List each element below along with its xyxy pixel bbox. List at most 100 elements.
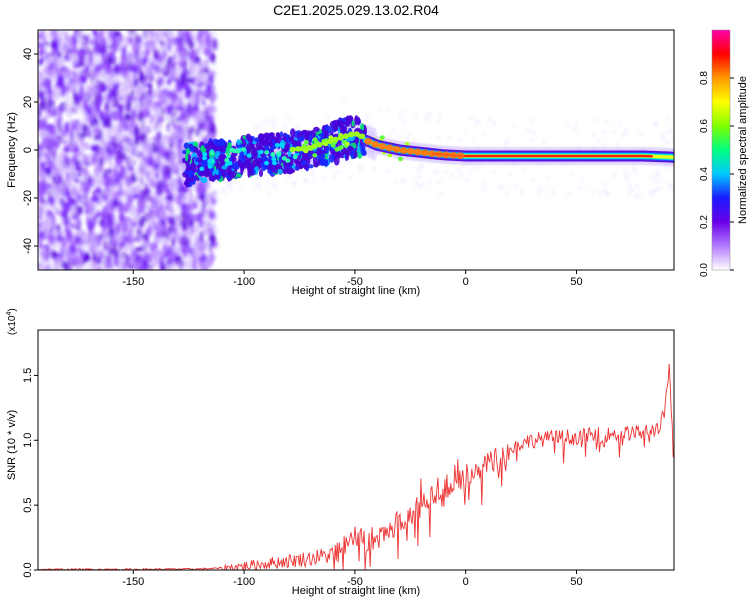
heatmap-cell [199, 128, 204, 140]
heatmap-cell [103, 54, 110, 65]
snr-y-label: SNR (10 * v/v) [6, 410, 18, 480]
heatmap-cell [328, 153, 335, 163]
heatmap-cell [209, 150, 215, 156]
heatmap-cell [45, 168, 52, 176]
heatmap-cell [129, 90, 134, 98]
heatmap-cell [155, 221, 163, 231]
heatmap-cell [38, 52, 42, 59]
colorbar-tick-label: 0.2 [699, 215, 710, 229]
heatmap-cell [173, 162, 178, 171]
heatmap-cell [266, 118, 269, 122]
heatmap-cell [119, 215, 125, 227]
heatmap-cell [567, 191, 570, 196]
spectrogram-y-tick-label: 40 [22, 48, 34, 60]
heatmap-cell [279, 131, 284, 138]
heatmap-cell [204, 114, 210, 122]
heatmap-cell [96, 210, 101, 218]
heatmap-cell [172, 232, 177, 239]
heatmap-cell [428, 119, 431, 123]
heatmap-cell [176, 204, 182, 212]
heatmap-cell [100, 228, 109, 239]
heatmap-cell [194, 106, 200, 112]
heatmap-cell [387, 153, 393, 158]
heatmap-cell [88, 176, 95, 189]
heatmap-cell [289, 146, 296, 153]
heatmap-cell [603, 130, 606, 135]
heatmap-cell [475, 119, 478, 124]
heatmap-cell [264, 160, 270, 166]
heatmap-cell [127, 121, 133, 135]
heatmap-cell [308, 133, 313, 143]
heatmap-cell [477, 121, 480, 125]
heatmap-cell [134, 184, 143, 197]
heatmap-cell [82, 256, 86, 266]
heatmap-cell [90, 231, 96, 244]
heatmap-cell [426, 113, 429, 117]
heatmap-cell [178, 150, 183, 161]
heatmap-cell [123, 202, 131, 212]
heatmap-cell [195, 90, 201, 96]
heatmap-cell [195, 128, 201, 138]
heatmap-cell [282, 168, 288, 175]
heatmap-cell [465, 178, 468, 182]
heatmap-cell [236, 139, 241, 146]
heatmap-cell [146, 127, 151, 134]
heatmap-cell [183, 142, 190, 149]
heatmap-cell [124, 242, 131, 251]
colorbar-tick-label: 0.0 [699, 263, 710, 277]
heatmap-cell [127, 138, 133, 147]
heatmap-cell [98, 120, 103, 126]
heatmap-cell [209, 39, 214, 49]
heatmap-cell [70, 223, 78, 229]
heatmap-cell [173, 245, 182, 253]
heatmap-cell [126, 230, 133, 240]
spectrogram-y-tick-label: -40 [22, 238, 34, 254]
heatmap-cell [482, 180, 486, 185]
heatmap-cell [359, 167, 363, 171]
heatmap-cell [438, 180, 441, 184]
heatmap-cell [413, 138, 416, 143]
heatmap-cell [138, 35, 143, 43]
heatmap-cell [144, 196, 149, 204]
heatmap-cell [254, 137, 261, 143]
heatmap-cell [241, 147, 247, 152]
spectrogram-x-tick-label: -100 [233, 276, 255, 288]
heatmap-cell [437, 136, 440, 140]
heatmap-cell [95, 44, 101, 55]
heatmap-cell [148, 82, 153, 95]
heatmap-cell [198, 172, 205, 177]
heatmap-cell [156, 121, 164, 132]
heatmap-cell [118, 202, 124, 211]
heatmap-cell [42, 66, 49, 75]
heatmap-cell [275, 143, 280, 148]
heatmap-cell [96, 58, 101, 66]
heatmap-cell [44, 259, 51, 270]
heatmap-cell [173, 59, 179, 65]
heatmap-cell [532, 131, 535, 135]
heatmap-cell [433, 169, 436, 174]
heatmap-cell [386, 169, 389, 173]
heatmap-cell [157, 236, 166, 246]
heatmap-cell [345, 150, 350, 161]
heatmap-cell [96, 63, 103, 73]
heatmap-cell [221, 187, 225, 191]
heatmap-cell [114, 30, 121, 37]
heatmap-cell [202, 152, 208, 157]
heatmap-cell [397, 134, 400, 139]
heatmap-cell [38, 229, 42, 237]
heatmap-cell [327, 115, 330, 120]
heatmap-cell [105, 258, 109, 270]
heatmap-cell [477, 147, 480, 151]
heatmap-cell [77, 91, 86, 101]
heatmap-cell [321, 140, 328, 146]
heatmap-cell [483, 132, 487, 137]
heatmap-cell [403, 121, 406, 125]
heatmap-cell [79, 248, 84, 259]
heatmap-cell [205, 84, 212, 93]
heatmap-cell [70, 160, 76, 169]
heatmap-cell [592, 145, 596, 150]
heatmap-cell [221, 168, 225, 176]
heatmap-cell [186, 77, 195, 84]
heatmap-cell [537, 191, 540, 196]
